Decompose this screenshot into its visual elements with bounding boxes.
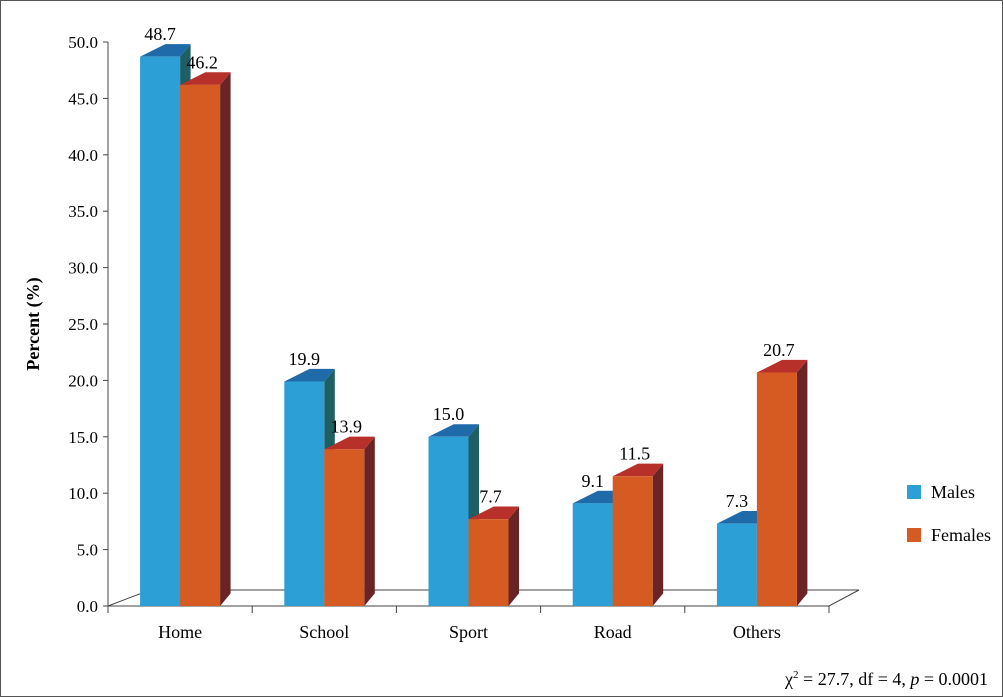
y-tick-label: 40.0: [68, 146, 98, 165]
bar-females-home: [180, 72, 231, 607]
bar-top-face: [716, 511, 768, 524]
y-tick-label: 20.0: [68, 371, 98, 390]
x-category-label: Sport: [449, 622, 488, 642]
y-tick-label: 5.0: [77, 541, 98, 560]
bar-front-face: [572, 503, 613, 606]
bar-top-face: [468, 506, 519, 520]
bar-value-label: 13.9: [331, 417, 363, 437]
bar-females-sport: [468, 506, 519, 606]
bar-top-face: [284, 368, 335, 382]
bar-front-face: [756, 372, 797, 606]
bar-females-school: [324, 436, 375, 606]
y-axis-title: Percent (%): [23, 277, 44, 370]
bar-side-face: [652, 463, 664, 606]
y-tick-label: 25.0: [68, 315, 98, 334]
bar-value-label: 46.2: [186, 52, 218, 72]
legend-label-males: Males: [931, 482, 975, 502]
bar-front-face: [612, 476, 653, 606]
x-category-label: School: [299, 622, 349, 642]
y-tick-label: 50.0: [68, 33, 98, 52]
bar-front-face: [428, 436, 469, 606]
bar-top-face: [428, 424, 479, 437]
x-category-label: Home: [158, 622, 202, 642]
bar-front-face: [284, 381, 325, 606]
bar-side-face: [220, 72, 231, 607]
bar-value-label: 15.0: [433, 404, 465, 424]
y-tick-label: 10.0: [68, 484, 98, 503]
y-tick-label: 35.0: [68, 202, 98, 221]
bar-top-face: [756, 359, 808, 373]
bar-front-face: [140, 56, 181, 606]
bar-side-face: [364, 436, 375, 606]
bar-value-label: 7.3: [726, 491, 749, 511]
bar-top-face: [572, 490, 624, 504]
bar-top-face: [140, 44, 191, 57]
bar-top-face: [612, 463, 664, 477]
bar-front-face: [468, 519, 509, 606]
bar-value-label: 48.7: [144, 24, 176, 44]
bar-value-label: 20.7: [763, 340, 795, 360]
legend-swatch-females: [907, 528, 921, 542]
y-tick-label: 30.0: [68, 259, 98, 278]
bar-front-face: [716, 523, 757, 606]
y-tick-label: 0.0: [77, 597, 98, 616]
legend-swatch-males: [907, 485, 921, 499]
y-tick-label: 15.0: [68, 428, 98, 447]
x-category-label: Others: [733, 622, 781, 642]
bar-females-others: [756, 359, 808, 606]
legend-label-females: Females: [931, 525, 991, 545]
bar-value-label: 7.7: [479, 487, 502, 507]
bar-side-face: [796, 359, 808, 606]
bar-value-label: 19.9: [289, 349, 321, 369]
bar-front-face: [324, 449, 365, 606]
x-category-label: Road: [594, 622, 632, 642]
y-tick-label: 45.0: [68, 89, 98, 108]
bar-top-face: [324, 436, 375, 450]
bar-females-road: [612, 463, 664, 606]
bar-value-label: 11.5: [619, 444, 650, 464]
bar-front-face: [180, 84, 221, 606]
chi-square-statistic: χ2 = 27.7, df = 4, p = 0.0001: [785, 669, 988, 689]
bar-value-label: 9.1: [581, 471, 604, 491]
bar-top-face: [180, 72, 231, 85]
bar-side-face: [508, 506, 519, 606]
